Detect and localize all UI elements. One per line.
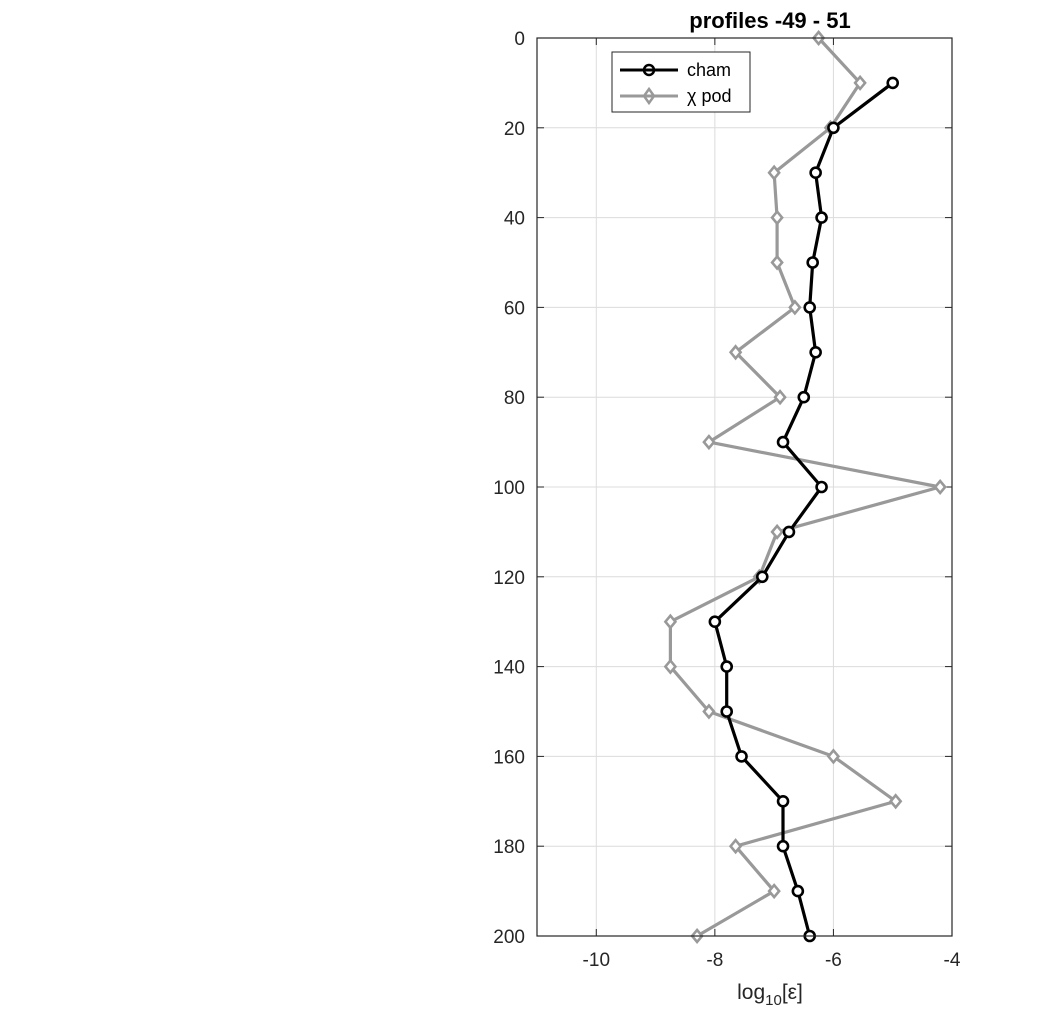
- y-tick-label: 0: [514, 29, 525, 50]
- x-axis-label-base: log: [737, 981, 765, 1004]
- data-point-cham: [806, 256, 819, 269]
- data-point-chi-pod: [663, 658, 678, 675]
- series-layer: [663, 29, 947, 945]
- data-point-cham: [827, 121, 840, 135]
- data-point-chi-pod: [788, 299, 802, 316]
- data-point-chi-pod: [728, 344, 743, 361]
- y-tick-label: 80: [504, 388, 525, 409]
- x-axis-label-subscript: 10: [765, 992, 782, 1009]
- legend-marker-chi-pod: [642, 86, 656, 106]
- legend-label-cham: cham: [687, 60, 731, 80]
- data-point-chi-pod: [853, 74, 867, 91]
- data-point-cham: [782, 525, 796, 539]
- x-tick-label: -6: [825, 950, 842, 971]
- data-point-cham: [809, 345, 822, 359]
- plot-frame: [536, 37, 953, 937]
- data-point-cham: [815, 480, 828, 494]
- y-tick-label: 140: [493, 658, 525, 679]
- data-point-chi-pod: [770, 254, 784, 271]
- data-point-chi-pod: [770, 209, 784, 226]
- y-tick-label: 200: [493, 927, 525, 948]
- data-point-chi-pod: [728, 838, 743, 855]
- data-point-cham: [708, 615, 722, 629]
- legend-marker-cham: [642, 63, 656, 77]
- legend-label-chi-pod: χ pod: [687, 86, 731, 106]
- data-point-cham: [809, 166, 822, 179]
- data-point-chi-pod: [663, 613, 678, 630]
- data-point-chi-pod: [767, 883, 781, 900]
- data-point-chi-pod: [888, 793, 903, 810]
- x-tick-label: -10: [583, 950, 610, 971]
- y-tick-label: 160: [493, 747, 525, 768]
- data-point-chi-pod: [702, 434, 716, 451]
- x-tick-label: -4: [944, 950, 961, 971]
- data-point-chi-pod: [826, 748, 841, 765]
- data-point-chi-pod: [702, 703, 716, 720]
- y-tick-label: 40: [504, 209, 525, 230]
- y-tick-label: 20: [504, 119, 525, 140]
- chart-title: profiles -49 - 51: [689, 8, 850, 33]
- data-point-cham: [735, 750, 748, 763]
- y-tick-label: 100: [493, 478, 525, 499]
- legend-box: [611, 51, 751, 113]
- y-tick-label: 120: [493, 568, 525, 589]
- data-point-cham: [797, 390, 811, 404]
- x-tick-label: -8: [706, 950, 723, 971]
- axes: -10 -8 -6 -4 0 20 40 60 80 100 120 140 160 180 200: [493, 29, 961, 971]
- data-point-cham: [815, 211, 828, 224]
- data-point-cham: [791, 884, 805, 898]
- data-point-chi-pod: [767, 164, 781, 181]
- data-point-cham: [776, 794, 790, 808]
- data-point-cham: [720, 705, 734, 718]
- series-line-cham: [713, 81, 894, 937]
- y-tick-label: 180: [493, 837, 525, 858]
- legend: cham χ pod: [611, 51, 751, 113]
- data-point-cham: [886, 76, 900, 90]
- data-point-cham: [776, 839, 790, 853]
- data-point-chi-pod: [773, 389, 787, 406]
- data-point-chi-pod: [933, 478, 947, 496]
- data-point-chi-pod: [770, 523, 784, 540]
- data-point-cham: [803, 301, 817, 314]
- data-point-cham: [720, 660, 734, 673]
- y-tick-label: 60: [504, 298, 525, 319]
- data-point-cham: [755, 570, 769, 584]
- x-axis-label-suffix: [ε]: [782, 981, 803, 1004]
- data-point-cham: [776, 435, 790, 449]
- x-axis-label: log10[ε]: [737, 981, 803, 1009]
